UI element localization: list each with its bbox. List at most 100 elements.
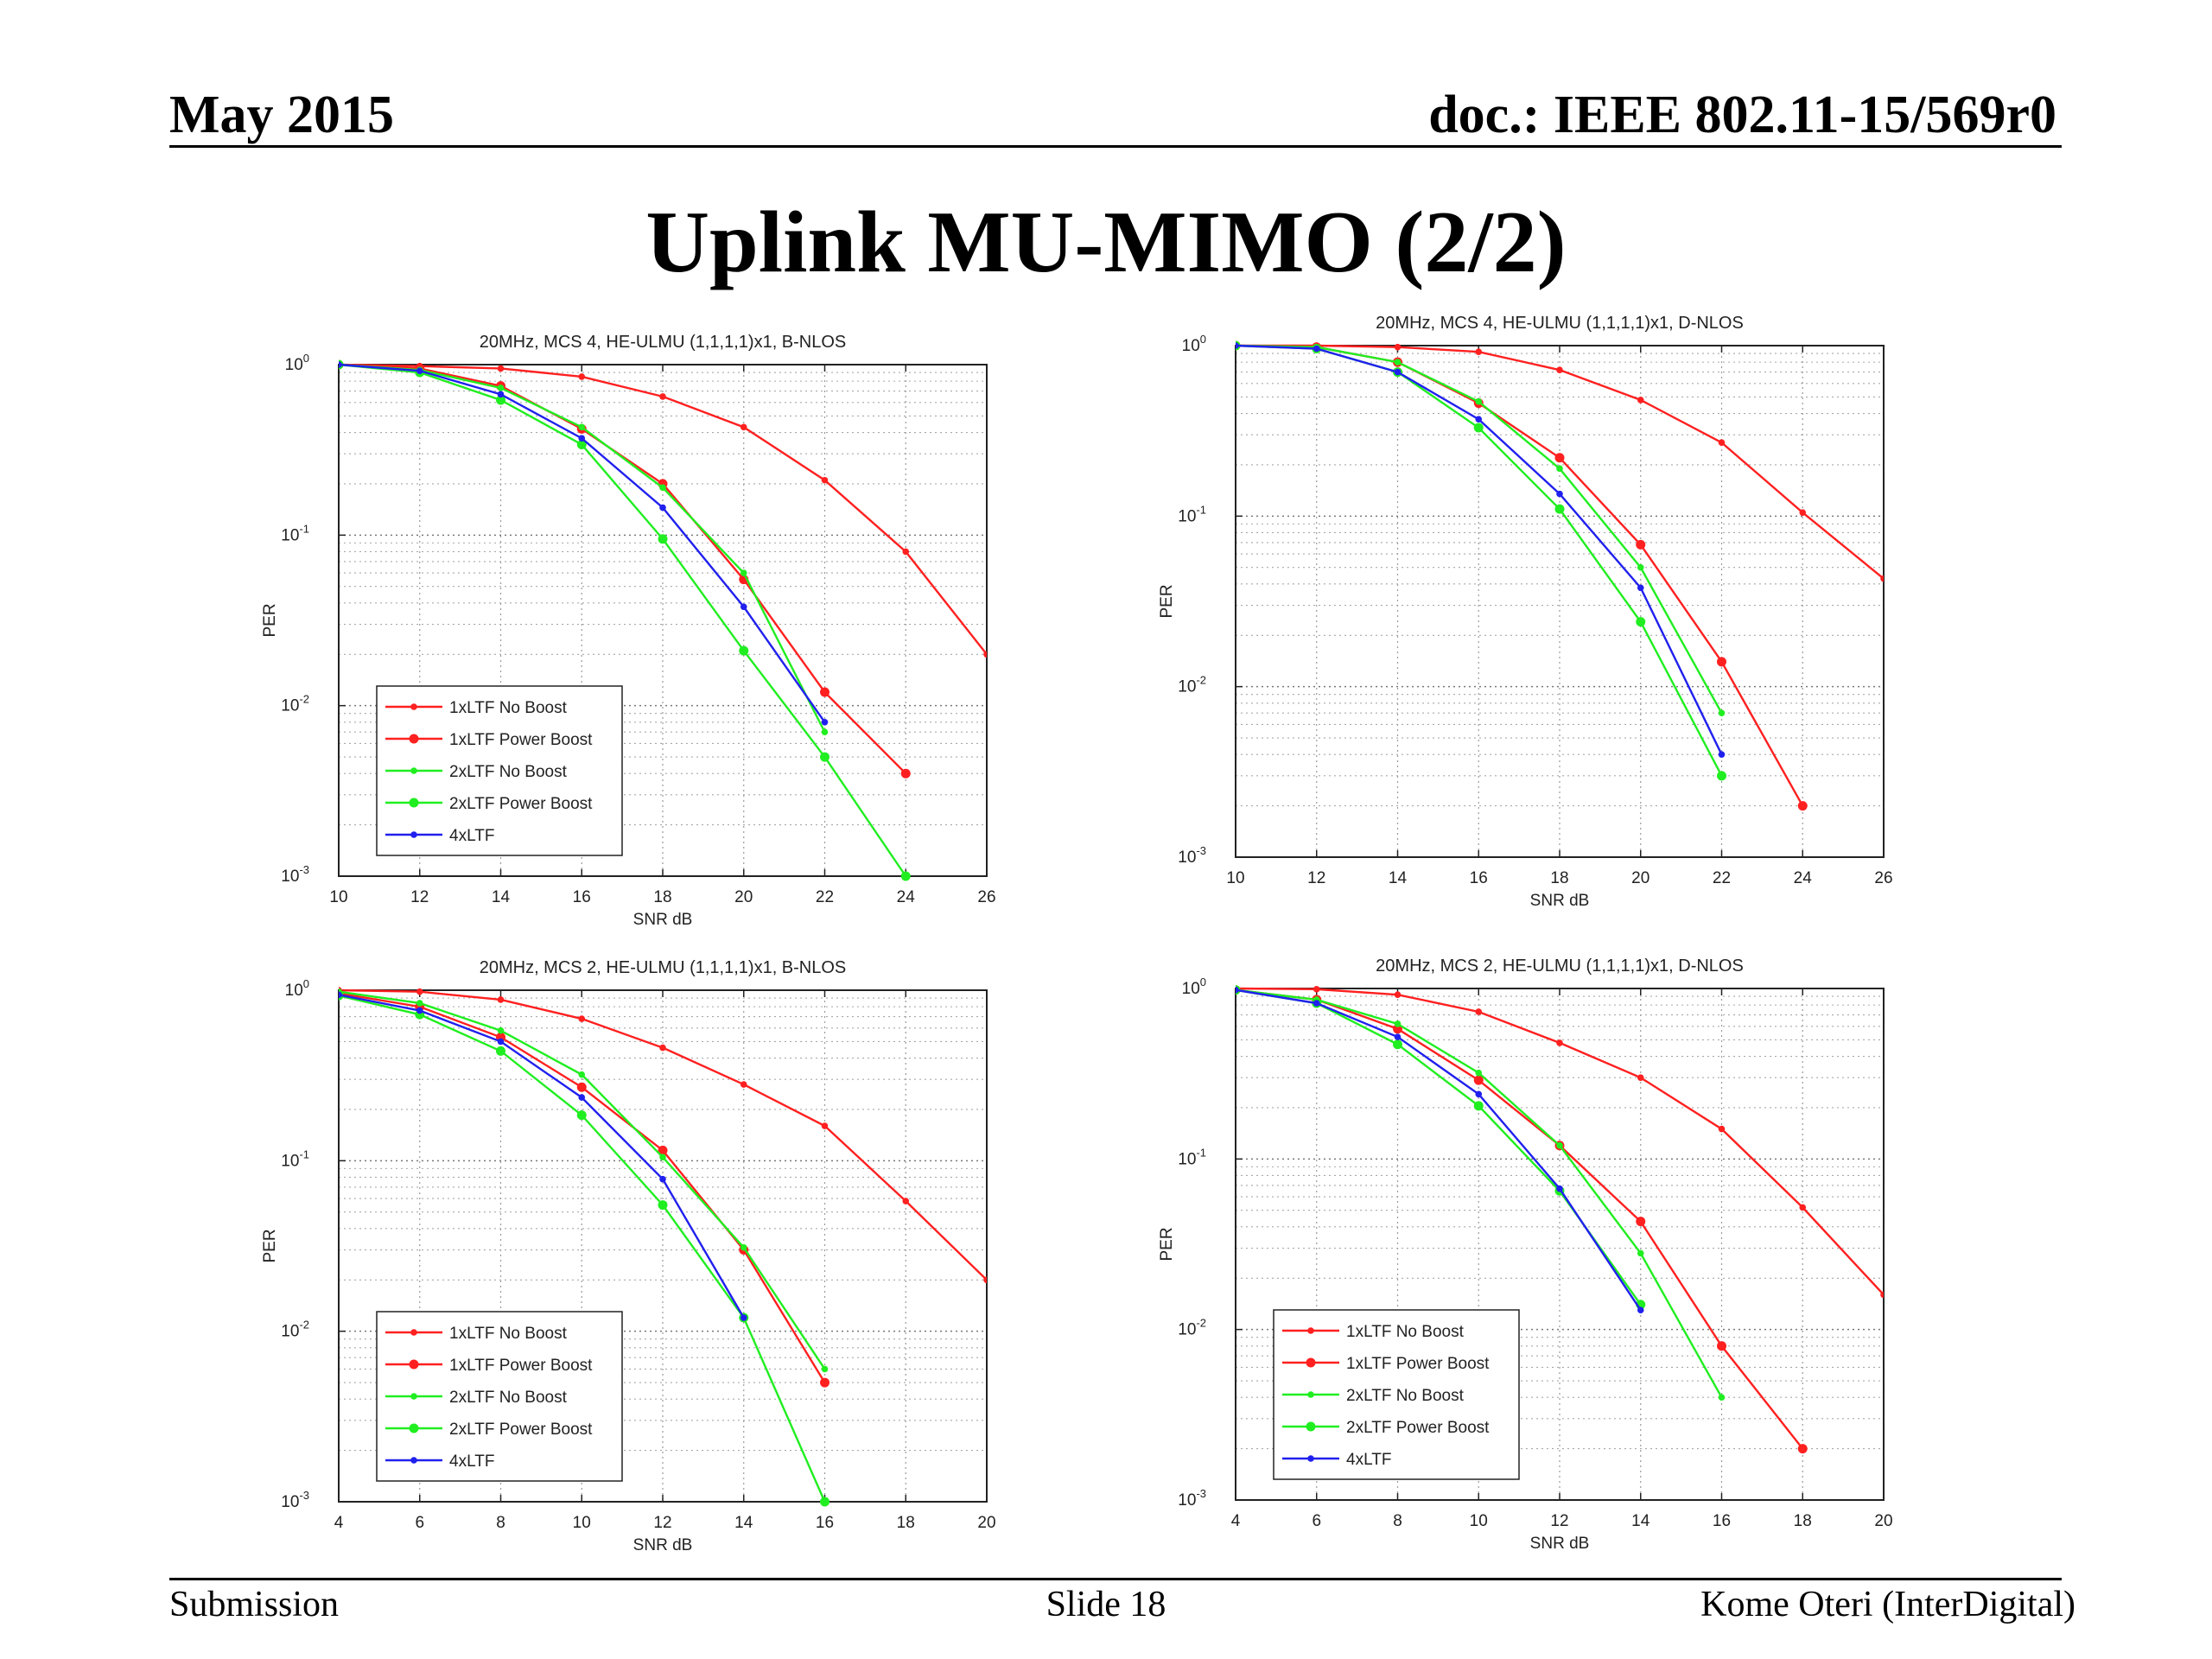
data-point [1556, 465, 1563, 473]
legend-label: 1xLTF Power Boost [449, 731, 593, 749]
y-tick-label: 10-2 [1178, 674, 1206, 696]
data-point [659, 1044, 666, 1052]
data-point [497, 1027, 505, 1034]
x-tick-label: 16 [816, 1514, 834, 1532]
x-tick-label: 10 [573, 1514, 591, 1532]
data-point [902, 548, 910, 556]
chart-mcs4-bnlos: 10 12 14 16 18 20 22 24 26 100 10-1 10-2 10-3 20MHz, … [261, 333, 996, 929]
legend-label: 1xLTF No Boost [1346, 1323, 1465, 1341]
header-doc-id: doc.: IEEE 802.11-15/569r0 [1428, 86, 2056, 144]
y-tick-label: 10-1 [1178, 1146, 1206, 1168]
data-point [1637, 1249, 1644, 1257]
data-point [1556, 490, 1563, 498]
data-point [1393, 1039, 1402, 1050]
legend-marker [410, 1329, 417, 1336]
data-point [1473, 423, 1484, 433]
chart-mcs4-dnlos: 10 12 14 16 18 20 22 24 26 100 10-1 10-2 10-3 20MHz, … [1158, 314, 1893, 910]
x-tick-label: 4 [1231, 1512, 1241, 1530]
data-point [1718, 1125, 1726, 1133]
data-point [1880, 1291, 1884, 1299]
data-point [1637, 1306, 1644, 1313]
data-point [820, 752, 830, 762]
x-tick-label: 14 [734, 1514, 753, 1532]
y-tick-label: 100 [285, 352, 309, 374]
data-point [339, 361, 342, 368]
data-point [1236, 342, 1239, 349]
data-point [416, 1000, 423, 1007]
x-tick-label: 24 [1794, 869, 1813, 887]
data-point [497, 1038, 505, 1046]
legend-marker [1306, 1421, 1316, 1432]
y-tick-label: 10-2 [281, 693, 309, 715]
data-point [983, 651, 987, 658]
y-axis-label: PER [1158, 1227, 1176, 1261]
x-tick-label: 14 [1631, 1512, 1650, 1530]
chart-title: 20MHz, MCS 2, HE-ULMU (1,1,1,1)x1, B-NLO… [480, 958, 847, 977]
data-point [1475, 1069, 1483, 1077]
x-axis-label: SNR dB [633, 1536, 693, 1554]
data-point [658, 1145, 668, 1155]
legend-label: 2xLTF No Boost [449, 763, 568, 781]
legend-label: 2xLTF No Boost [449, 1389, 568, 1407]
y-tick-label: 10-3 [1178, 1487, 1206, 1510]
data-point [1636, 1217, 1646, 1227]
legend-label: 4xLTF [1346, 1451, 1391, 1469]
x-tick-label: 20 [1874, 1512, 1892, 1530]
y-tick-label: 10-1 [1178, 503, 1206, 525]
data-point [1718, 709, 1726, 717]
x-tick-label: 16 [1713, 1512, 1731, 1530]
data-point [576, 1110, 587, 1121]
data-point [740, 1314, 747, 1321]
data-point [658, 1200, 668, 1211]
footer-author: Kome Oteri (InterDigital) [1700, 1585, 2075, 1624]
y-tick-label: 10-1 [281, 522, 309, 544]
data-point [497, 391, 505, 398]
y-axis-label: PER [1158, 584, 1176, 618]
x-tick-label: 4 [334, 1514, 344, 1532]
y-tick-label: 100 [1182, 333, 1206, 355]
x-tick-label: 20 [734, 888, 753, 906]
data-point [1394, 1033, 1402, 1040]
x-tick-label: 16 [1470, 869, 1488, 887]
data-point [1394, 368, 1402, 376]
x-tick-label: 10 [329, 888, 347, 906]
x-tick-label: 10 [1226, 869, 1244, 887]
y-tick-label: 10-3 [281, 1489, 309, 1511]
data-point [1637, 1074, 1644, 1081]
data-point [1799, 509, 1807, 516]
x-tick-label: 6 [415, 1514, 424, 1532]
x-tick-label: 8 [1393, 1512, 1402, 1530]
data-point [1636, 539, 1646, 550]
footer-submission: Submission [169, 1585, 340, 1624]
data-point [1313, 986, 1320, 993]
data-point [1473, 1075, 1484, 1085]
chart-mcs2-bnlos: 4 6 8 10 12 14 16 18 20 100 10-1 10-2 10-3 20MHz, MCS… [261, 958, 996, 1554]
chart-title: 20MHz, MCS 4, HE-ULMU (1,1,1,1)x1, B-NLO… [480, 333, 847, 352]
data-point [1313, 1000, 1320, 1007]
data-point [1717, 771, 1726, 781]
x-tick-label: 18 [1794, 1512, 1812, 1530]
data-point [1637, 563, 1644, 571]
chart-mcs2-dnlos: 4 6 8 10 12 14 16 18 20 100 10-1 10-2 10-3 20MHz, MCS… [1158, 957, 1893, 1553]
x-tick-label: 20 [977, 1514, 995, 1532]
data-point [659, 484, 666, 492]
data-point [1313, 345, 1320, 353]
legend-label: 2xLTF Power Boost [449, 1421, 593, 1439]
data-point [740, 569, 747, 576]
x-axis-label: SNR dB [633, 911, 693, 929]
x-axis-label: SNR dB [1530, 1535, 1590, 1553]
y-tick-label: 10-3 [1178, 844, 1206, 867]
x-tick-label: 6 [1312, 1512, 1321, 1530]
data-point [1236, 986, 1239, 994]
y-axis-label: PER [261, 1229, 279, 1262]
legend-marker [409, 798, 419, 808]
y-tick-label: 100 [285, 977, 309, 1000]
x-tick-label: 18 [653, 888, 671, 906]
data-point [1475, 397, 1483, 405]
legend-marker [409, 734, 419, 744]
data-point [1556, 1185, 1563, 1192]
legend: 1xLTF No Boost 1xLTF Power Boost 2xLTF No … [376, 1311, 623, 1482]
data-point [659, 393, 666, 400]
data-point [820, 687, 830, 697]
data-point [1394, 359, 1402, 365]
